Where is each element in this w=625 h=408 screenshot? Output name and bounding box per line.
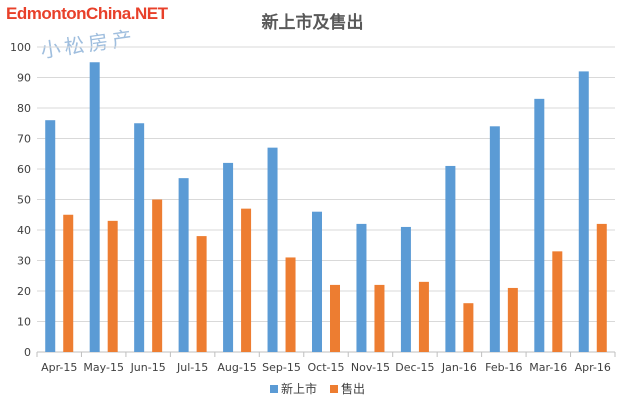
x-tick-label: Apr-15 (41, 361, 77, 374)
bar-listed (223, 162, 234, 352)
bar-listed (356, 223, 367, 352)
bar-sold (418, 281, 429, 352)
bar-sold (596, 223, 607, 352)
bar-sold (552, 251, 563, 352)
bar-sold (463, 303, 474, 352)
y-tick-label: 10 (17, 316, 31, 329)
x-tick-label: Aug-15 (217, 361, 256, 374)
bar-sold (241, 208, 252, 352)
chart-title: 新上市及售出 (261, 13, 364, 33)
x-tick-label: Sep-15 (262, 361, 301, 374)
bar-listed (445, 165, 456, 352)
y-tick-label: 40 (17, 224, 31, 237)
x-tick-label: Oct-15 (308, 361, 345, 374)
bar-listed (400, 226, 411, 352)
y-tick-label: 20 (17, 285, 31, 298)
legend-label: 新上市 (281, 381, 317, 396)
bar-listed (45, 120, 56, 352)
bar-listed (267, 147, 278, 352)
bar-listed (89, 62, 100, 352)
bar-sold (196, 236, 207, 352)
y-tick-label: 50 (17, 194, 31, 207)
x-tick-label: Jan-16 (441, 361, 477, 374)
bar-sold (330, 284, 340, 352)
y-tick-label: 70 (17, 133, 31, 146)
bar-sold (507, 287, 518, 352)
y-tick-label: 80 (17, 102, 31, 115)
x-tick-label: Nov-15 (351, 361, 390, 374)
y-tick-label: 90 (17, 72, 31, 85)
bar-sold (285, 257, 296, 352)
bar-sold (374, 284, 385, 352)
watermark-text: EdmontonChina.NET (6, 4, 168, 23)
bar-listed (578, 71, 589, 353)
x-tick-label: Apr-16 (575, 361, 611, 374)
y-tick-label: 30 (17, 255, 31, 268)
x-tick-label: Feb-16 (485, 361, 522, 374)
legend-swatch (270, 385, 278, 393)
y-tick-label: 60 (17, 163, 31, 176)
bar-sold (63, 214, 74, 352)
bar-listed (312, 211, 322, 352)
legend-swatch (330, 385, 338, 393)
bar-listed (134, 123, 145, 352)
y-tick-label: 100 (10, 41, 31, 54)
bar-sold (107, 220, 118, 352)
bar-listed (489, 126, 500, 352)
x-tick-label: Dec-15 (395, 361, 434, 374)
x-tick-label: Jun-15 (130, 361, 166, 374)
x-tick-label: Mar-16 (529, 361, 567, 374)
x-tick-label: Jul-15 (176, 361, 208, 374)
bar-listed (178, 178, 189, 352)
x-tick-label: May-15 (83, 361, 124, 374)
y-tick-label: 0 (24, 346, 31, 359)
legend-label: 售出 (341, 381, 365, 396)
bar-sold (152, 199, 163, 352)
bar-listed (534, 98, 545, 352)
